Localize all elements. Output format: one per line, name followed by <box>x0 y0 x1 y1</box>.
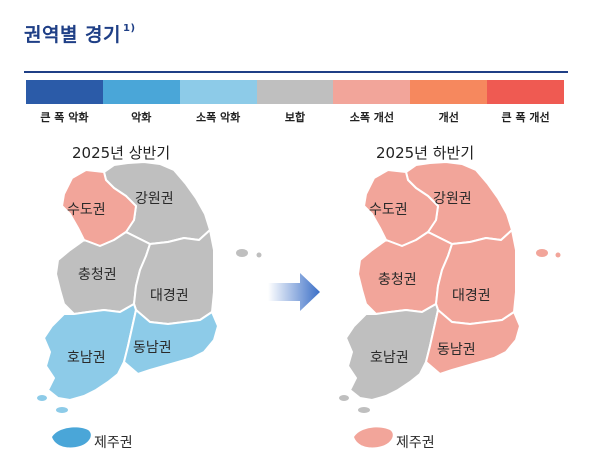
label-gangwon: 강원권 <box>135 191 174 207</box>
label-sudo: 수도권 <box>67 202 106 218</box>
island-honam <box>358 407 370 413</box>
label-dongnam: 동남권 <box>437 342 476 358</box>
legend-color-bar <box>26 80 565 104</box>
transition-arrow <box>268 273 320 311</box>
label-daegyeong: 대경권 <box>150 288 189 304</box>
island-dokdo <box>555 252 561 258</box>
label-chungcheong: 충청권 <box>78 267 117 283</box>
title-divider <box>24 71 568 73</box>
legend-label: 소폭 개선 <box>349 111 395 124</box>
legend-label: 보합 <box>284 111 306 124</box>
island-ulleung <box>236 249 248 257</box>
island-ulleung <box>536 249 548 257</box>
legend-label: 개선 <box>438 111 459 124</box>
legend-swatch-slightly-better <box>333 80 411 104</box>
legend-swatch-big-better <box>487 80 565 104</box>
region-jeju <box>354 427 393 448</box>
legend-swatch-flat <box>256 80 334 104</box>
map-first-half: 수도권 강원권 충청권 대경권 호남권 동남권 <box>37 161 262 448</box>
region-honam <box>345 303 439 401</box>
legend-swatch-better <box>410 80 488 104</box>
region-dongnam <box>123 309 219 375</box>
legend-label: 큰 폭 개선 <box>501 111 550 124</box>
legend-swatch-worse <box>102 80 180 104</box>
map-period-first-half: 2025년 상반기 <box>72 144 171 162</box>
map-period-second-half: 2025년 하반기 <box>376 144 475 162</box>
region-honam <box>43 303 137 401</box>
legend-label: 큰 폭 악화 <box>40 111 89 124</box>
legend-labels: 큰 폭 악화 악화 소폭 악화 보합 소폭 개선 개선 큰 폭 개선 <box>26 109 564 125</box>
map-second-half: 수도권 강원권 충청권 대경권 호남권 동남권 <box>339 161 561 448</box>
region-dongnam <box>425 309 521 375</box>
label-jeju-first-half: 제주권 <box>94 435 133 451</box>
title-footnote: 1) <box>123 22 136 34</box>
legend-label: 악화 <box>131 111 152 124</box>
label-honam: 호남권 <box>67 350 106 366</box>
arrow-icon <box>268 273 320 311</box>
label-chungcheong: 충청권 <box>378 272 417 288</box>
label-dongnam: 동남권 <box>133 340 172 356</box>
island-honam <box>37 395 47 401</box>
label-daegyeong: 대경권 <box>452 288 491 304</box>
legend-swatch-big-worse <box>26 80 103 104</box>
label-gangwon: 강원권 <box>433 191 472 207</box>
label-honam: 호남권 <box>370 350 409 366</box>
label-jeju-second-half: 제주권 <box>396 435 435 451</box>
island-honam <box>56 407 68 413</box>
legend-label: 소폭 악화 <box>195 111 241 124</box>
region-jeju <box>52 427 91 448</box>
page-title: 권역별 경기 1) <box>24 22 136 46</box>
legend-swatch-slightly-worse <box>179 80 257 104</box>
island-honam <box>339 395 349 401</box>
label-sudo: 수도권 <box>369 202 408 218</box>
island-dokdo <box>256 252 262 258</box>
